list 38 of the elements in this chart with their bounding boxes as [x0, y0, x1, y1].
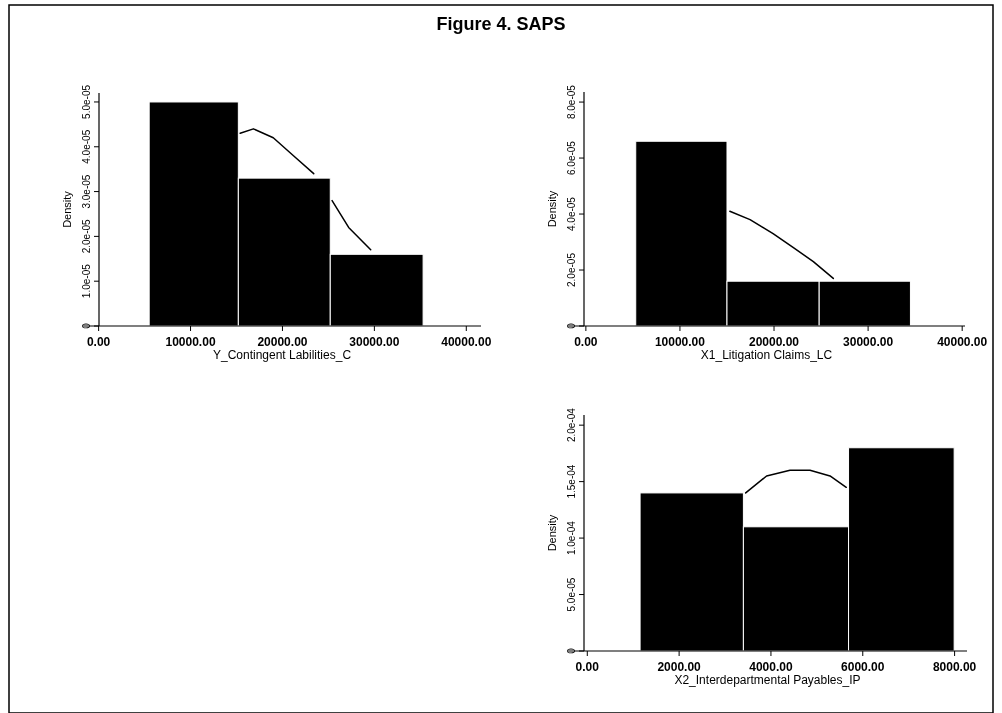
y-tick-label: 1.0e-05 — [81, 263, 92, 299]
x-tick-label: 30000.00 — [843, 335, 894, 349]
y-tick-label: 2.0e-05 — [566, 252, 577, 287]
x-axis-title: X2_Interdepartmental Payables_IP — [674, 673, 861, 687]
y-tick-label: 5.0e-05 — [81, 84, 92, 119]
y-tick-label: 8.0e-05 — [566, 84, 577, 120]
y-tick-label: 2.0e-04 — [566, 407, 577, 443]
x-tick-label: 0.00 — [575, 660, 600, 674]
y-axis-title: Density — [546, 190, 558, 228]
x-tick-label: 4000.00 — [749, 660, 793, 674]
x-tick-label: 6000.00 — [841, 660, 885, 674]
x-axis-title: Y_Contingent Labilities_C — [212, 348, 352, 362]
x-tick-label: 20000.00 — [257, 335, 308, 349]
y-tick-label: 5.0e-05 — [566, 577, 577, 612]
x-tick-label: 0.00 — [574, 335, 598, 349]
x-tick-label: 2000.00 — [657, 660, 702, 674]
y-tick-label: 4.0e-05 — [81, 129, 92, 164]
x-tick-label: 40000.00 — [441, 335, 492, 349]
x-axis-title: X1_Litigation Claims_LC — [700, 348, 833, 362]
chart-title: Figure 4. SAPS — [436, 14, 566, 34]
x-tick-label: 30000.00 — [349, 335, 400, 349]
x-tick-label: 0.00 — [86, 335, 111, 349]
x-tick-label: 10000.00 — [654, 335, 706, 349]
y-tick-label: 3.0e-05 — [81, 174, 92, 209]
y-tick-label: 4.0e-05 — [566, 196, 577, 231]
y-tick-label: 1.0e-04 — [566, 520, 577, 556]
y-tick-label: 2.0e-05 — [81, 218, 92, 254]
x-tick-label: 10000.00 — [165, 335, 216, 349]
y-axis-title: Density — [546, 514, 558, 552]
y-tick-label: 6.0e-05 — [566, 140, 577, 176]
y-tick-label: 0 — [566, 322, 577, 329]
y-tick-label: 0 — [81, 322, 92, 329]
y-tick-label: 1.5e-04 — [566, 464, 577, 499]
x-tick-label: 8000.00 — [932, 660, 977, 674]
y-tick-label: 0 — [566, 647, 577, 654]
x-tick-label: 20000.00 — [748, 335, 800, 349]
y-axis-title: Density — [61, 190, 73, 228]
x-tick-label: 40000.00 — [937, 335, 988, 349]
